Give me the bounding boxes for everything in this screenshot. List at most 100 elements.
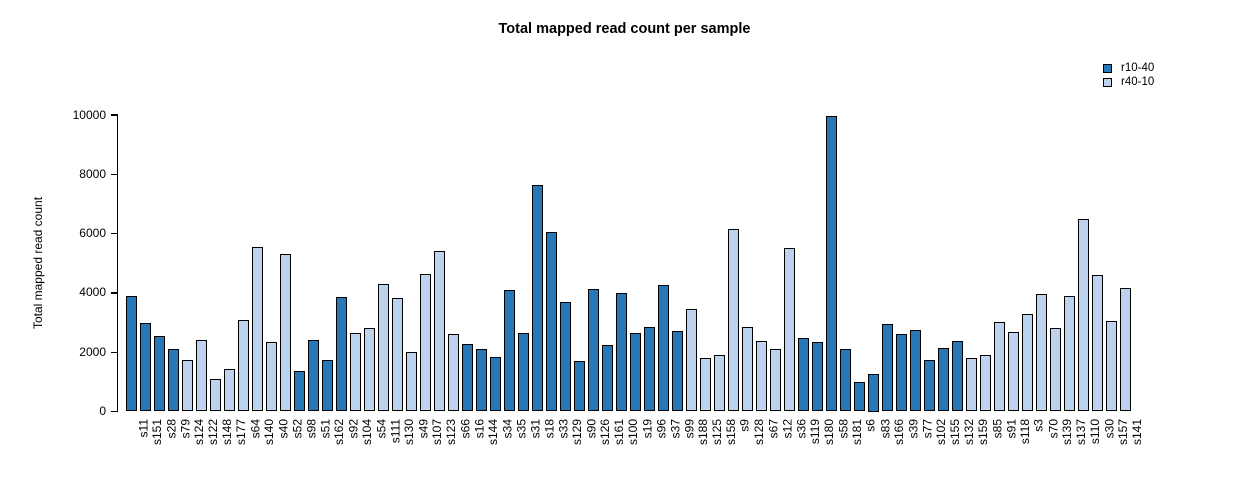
x-label-s159: s159 <box>976 419 990 446</box>
bar-s12 <box>769 349 781 412</box>
x-label-s104: s104 <box>360 419 374 446</box>
bar-s140 <box>251 246 263 412</box>
bar-s58 <box>825 116 837 412</box>
x-label-s6: s6 <box>864 419 878 432</box>
bar-s54 <box>363 328 375 412</box>
bar-s79 <box>167 349 179 412</box>
bar-s49 <box>405 352 417 412</box>
bar-s158 <box>713 355 725 412</box>
bar-s139 <box>1049 328 1061 412</box>
bar-s141 <box>1119 288 1131 412</box>
y-tick-label: 4000 <box>79 285 106 300</box>
bar-s104 <box>349 332 361 412</box>
legend-label: r40-10 <box>1121 76 1155 88</box>
x-label-s28: s28 <box>164 419 178 439</box>
bar-s137 <box>1063 295 1075 412</box>
x-label-s31: s31 <box>528 419 542 439</box>
y-tick-mark <box>110 173 118 175</box>
bar-s96 <box>643 326 655 412</box>
x-label-s141: s141 <box>1130 419 1144 446</box>
bar-s166 <box>881 323 893 412</box>
x-label-s124: s124 <box>192 419 206 446</box>
y-tick-label: 10000 <box>72 107 106 122</box>
bar-s162 <box>321 359 333 412</box>
bar-s122 <box>195 340 207 412</box>
bar-s70 <box>1035 294 1047 412</box>
x-label-s54: s54 <box>374 419 388 439</box>
x-label-s79: s79 <box>178 419 192 439</box>
x-label-s66: s66 <box>458 419 472 439</box>
bar-s129 <box>559 301 571 412</box>
x-label-s123: s123 <box>444 419 458 446</box>
x-label-s180: s180 <box>822 419 836 446</box>
legend-row-r40-10: r40-10 <box>1103 75 1154 89</box>
bar-s132 <box>951 340 963 412</box>
x-label-s52: s52 <box>290 419 304 439</box>
bar-s111 <box>377 284 389 412</box>
x-label-s92: s92 <box>346 419 360 439</box>
chart-title: Total mapped read count per sample <box>498 21 751 37</box>
x-label-s35: s35 <box>514 419 528 439</box>
legend: r10-40 r40-10 <box>1103 61 1154 89</box>
y-axis-label: Total mapped read count <box>31 196 45 330</box>
y-tick-label: 8000 <box>79 166 106 181</box>
bar-s64 <box>237 319 249 412</box>
bar-s90 <box>573 361 585 412</box>
x-label-s77: s77 <box>920 419 934 439</box>
x-label-s155: s155 <box>948 419 962 446</box>
bar-s119 <box>797 338 809 412</box>
bar-s6 <box>853 381 865 412</box>
bar-s123 <box>433 251 445 412</box>
bar-s39 <box>895 334 907 412</box>
bar-s110 <box>1077 218 1089 412</box>
x-label-s110: s110 <box>1088 419 1102 445</box>
bar-s98 <box>293 370 305 412</box>
x-label-s151: s151 <box>150 419 164 446</box>
y-tick-mark <box>110 232 118 235</box>
x-label-s130: s130 <box>402 419 416 446</box>
x-label-s162: s162 <box>332 419 346 446</box>
bar-s128 <box>741 326 753 412</box>
x-label-s70: s70 <box>1046 419 1060 439</box>
bar-s11 <box>125 296 137 412</box>
bar-s52 <box>279 254 291 412</box>
bar-s126 <box>587 289 599 412</box>
bar-s161 <box>601 344 613 412</box>
bar-s28 <box>153 335 165 412</box>
x-label-s18: s18 <box>542 419 556 439</box>
bar-s102 <box>923 359 935 412</box>
x-label-s64: s64 <box>248 419 262 439</box>
x-label-s128: s128 <box>752 419 766 446</box>
y-tick-label: 6000 <box>79 226 106 241</box>
y-tick-mark <box>110 114 118 116</box>
x-label-s129: s129 <box>570 419 584 446</box>
bar-s151 <box>139 323 151 412</box>
x-label-s30: s30 <box>1102 419 1116 439</box>
bar-s188 <box>685 309 697 412</box>
bar-s51 <box>307 339 319 412</box>
x-label-s12: s12 <box>780 419 794 439</box>
x-label-s34: s34 <box>500 419 514 439</box>
x-label-s148: s148 <box>220 419 234 446</box>
bar-s3 <box>1021 313 1033 412</box>
bar-s177 <box>223 369 235 412</box>
x-label-s166: s166 <box>892 419 906 446</box>
x-label-s157: s157 <box>1116 419 1130 446</box>
x-label-s98: s98 <box>304 419 318 439</box>
bar-s34 <box>489 357 501 412</box>
bar-s159 <box>965 358 977 412</box>
x-label-s67: s67 <box>766 419 780 439</box>
bar-s16 <box>461 344 473 412</box>
bar-s148 <box>209 378 221 412</box>
x-label-s16: s16 <box>472 419 486 439</box>
legend-row-r10-40: r10-40 <box>1103 61 1154 75</box>
bar-s99 <box>671 330 683 412</box>
x-label-s11: s11 <box>136 419 150 438</box>
bar-s92 <box>335 296 347 412</box>
bar-s91 <box>993 321 1005 412</box>
x-label-s161: s161 <box>612 419 626 446</box>
bar-s35 <box>503 289 515 412</box>
bar-s85 <box>979 355 991 412</box>
x-label-s125: s125 <box>710 419 724 446</box>
